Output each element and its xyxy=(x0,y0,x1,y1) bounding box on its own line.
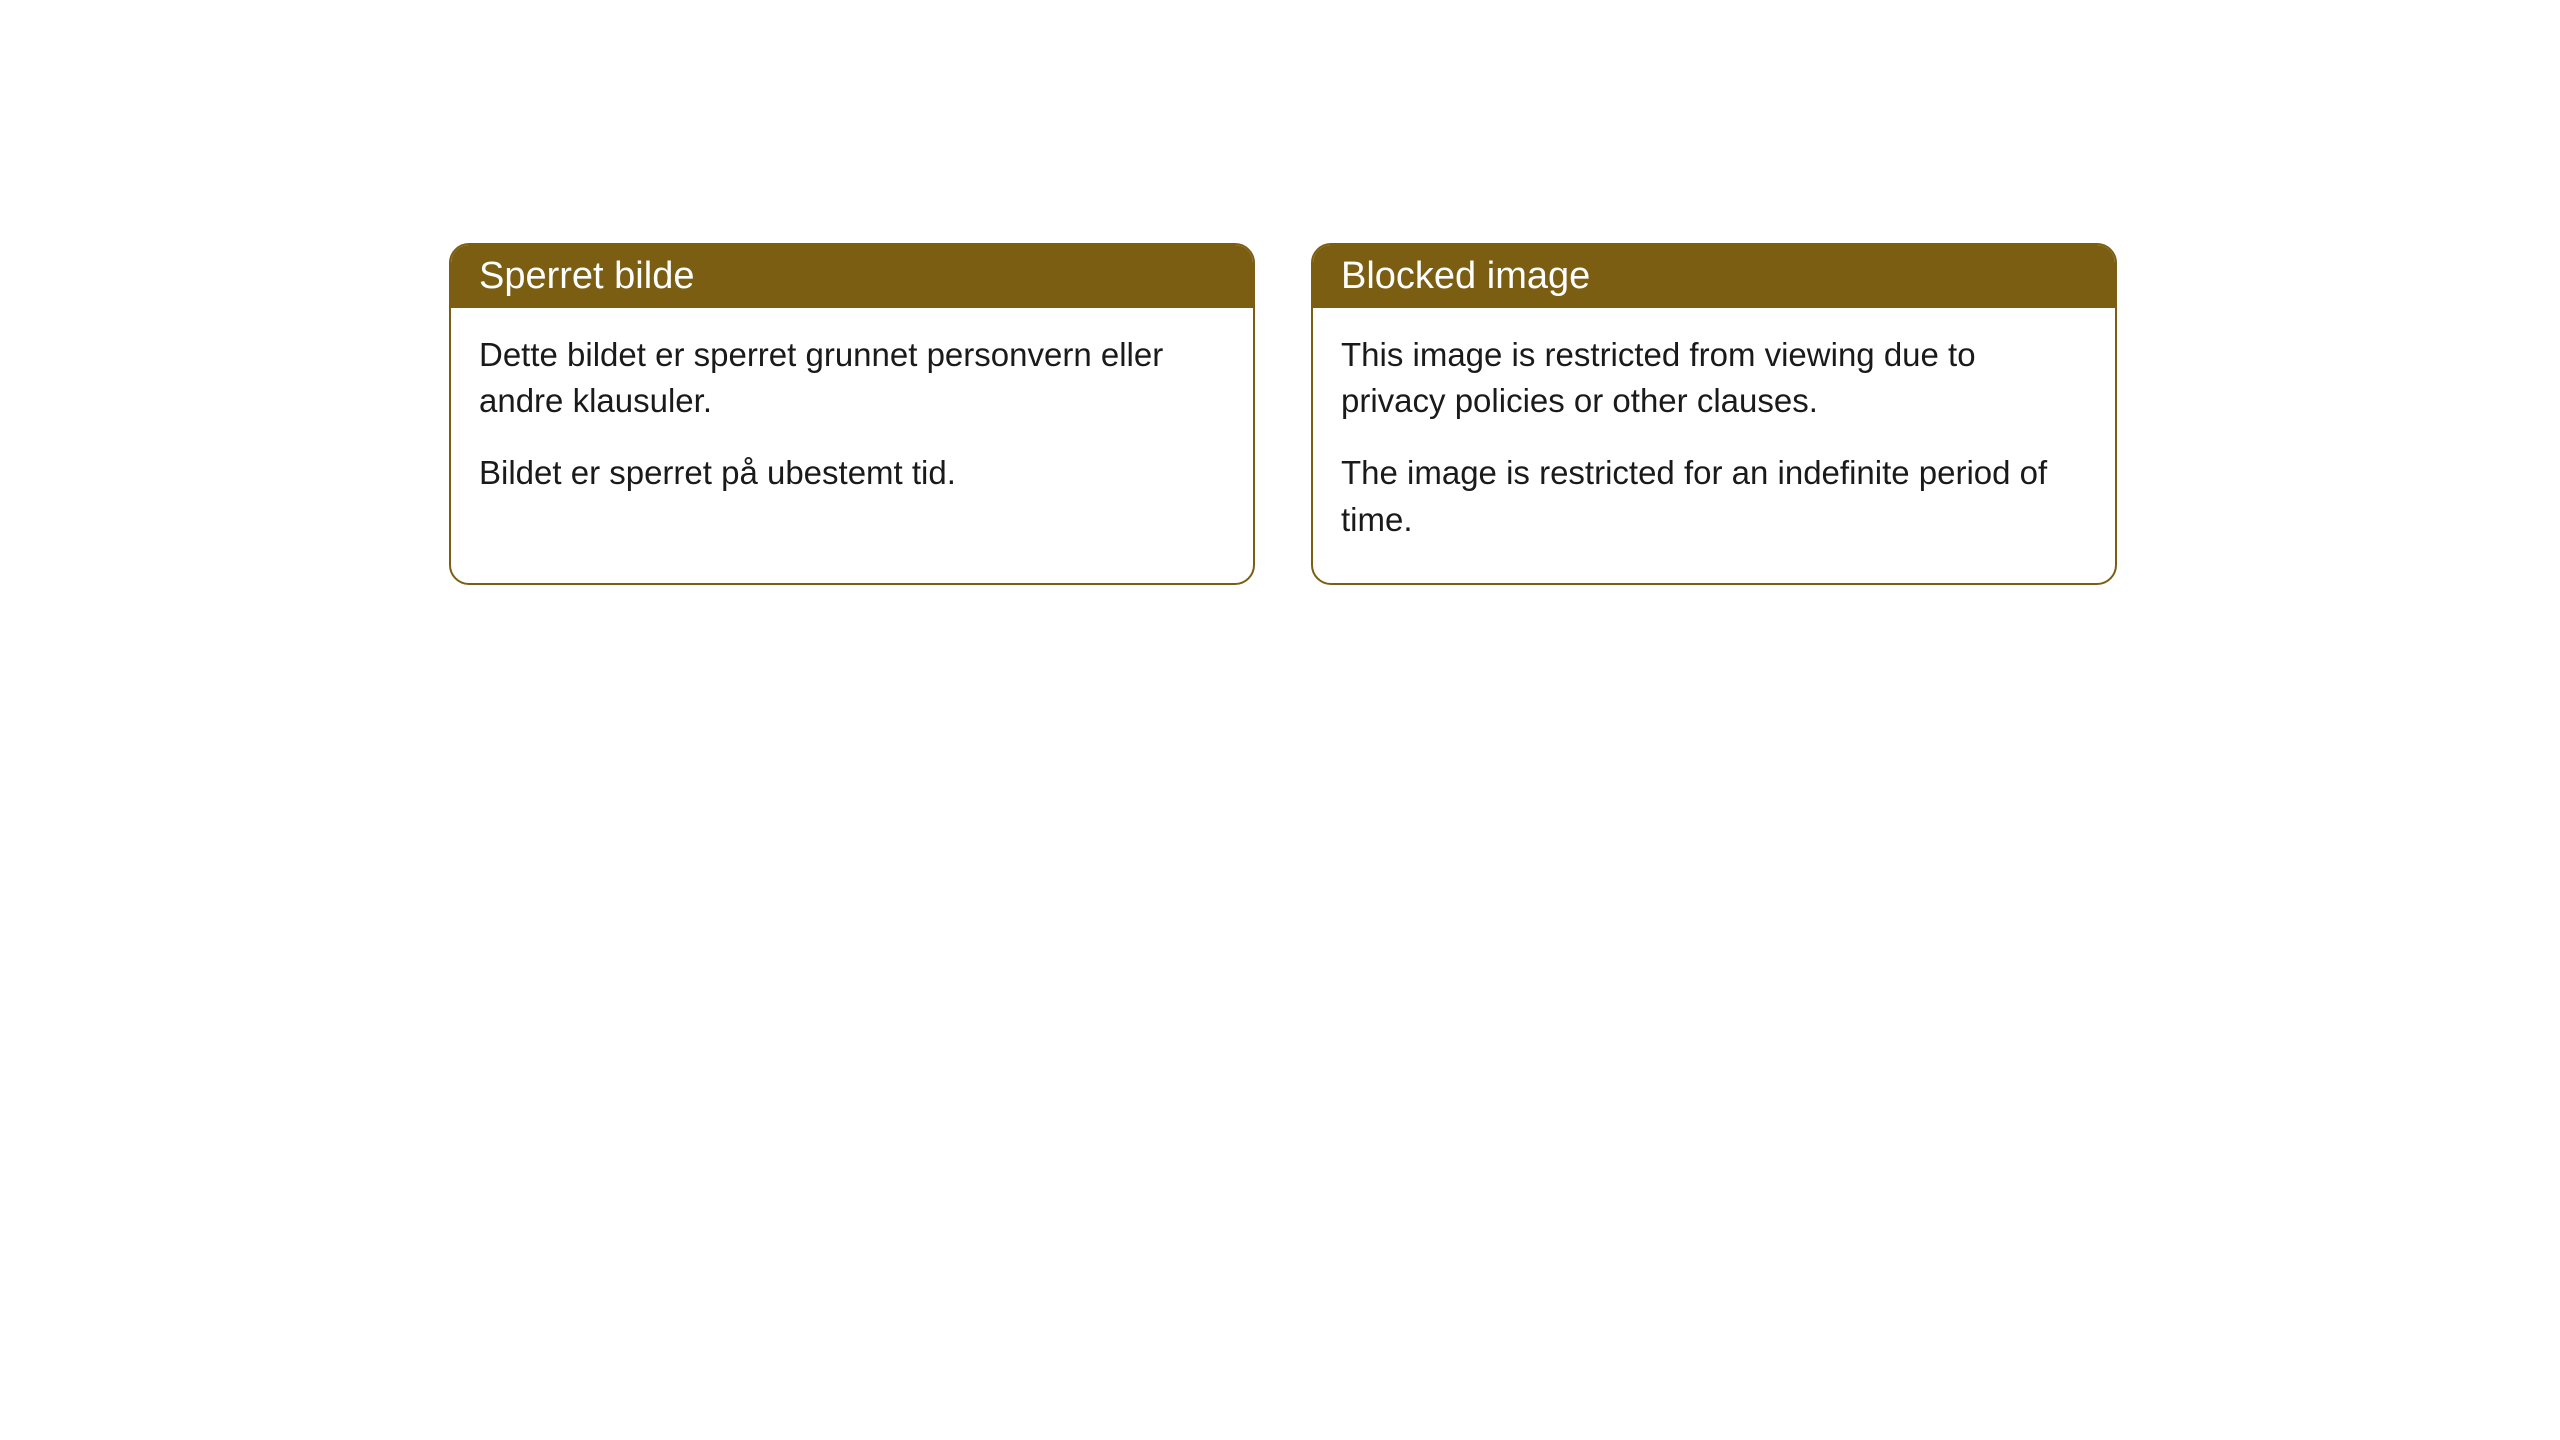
card-body: This image is restricted from viewing du… xyxy=(1313,308,2115,583)
card-paragraph: This image is restricted from viewing du… xyxy=(1341,332,2087,424)
card-title: Sperret bilde xyxy=(479,255,694,297)
card-paragraph: Bildet er sperret på ubestemt tid. xyxy=(479,450,1225,496)
card-paragraph: Dette bildet er sperret grunnet personve… xyxy=(479,332,1225,424)
card-header: Blocked image xyxy=(1313,245,2115,308)
card-paragraph: The image is restricted for an indefinit… xyxy=(1341,450,2087,542)
card-header: Sperret bilde xyxy=(451,245,1253,308)
notice-card-english: Blocked image This image is restricted f… xyxy=(1311,243,2117,585)
card-title: Blocked image xyxy=(1341,255,1590,297)
notice-cards-container: Sperret bilde Dette bildet er sperret gr… xyxy=(449,243,2117,585)
notice-card-norwegian: Sperret bilde Dette bildet er sperret gr… xyxy=(449,243,1255,585)
card-body: Dette bildet er sperret grunnet personve… xyxy=(451,308,1253,537)
